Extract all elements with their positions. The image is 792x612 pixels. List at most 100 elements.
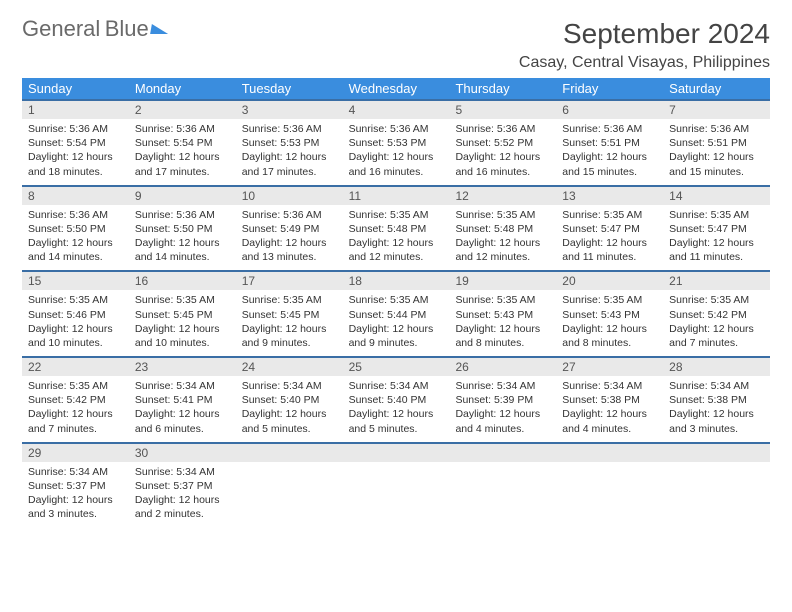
weekday-header: Friday — [556, 78, 663, 99]
daylight-line: Daylight: 12 hours and 17 minutes. — [135, 150, 230, 178]
day-number-row: 1234567 — [22, 99, 770, 119]
month-title: September 2024 — [519, 18, 770, 50]
sunrise-line: Sunrise: 5:35 AM — [349, 293, 444, 307]
day-number: 19 — [449, 272, 556, 290]
sunrise-line: Sunrise: 5:34 AM — [135, 379, 230, 393]
sunset-line: Sunset: 5:53 PM — [349, 136, 444, 150]
sunrise-line: Sunrise: 5:35 AM — [562, 208, 657, 222]
weekday-header: Sunday — [22, 78, 129, 99]
sunset-line: Sunset: 5:40 PM — [349, 393, 444, 407]
header: General Blue September 2024 Casay, Centr… — [22, 18, 770, 72]
sunset-line: Sunset: 5:48 PM — [455, 222, 550, 236]
day-cell: Sunrise: 5:35 AMSunset: 5:47 PMDaylight:… — [556, 205, 663, 271]
day-cell: Sunrise: 5:36 AMSunset: 5:54 PMDaylight:… — [129, 119, 236, 185]
day-cell: Sunrise: 5:36 AMSunset: 5:53 PMDaylight:… — [343, 119, 450, 185]
sunrise-line: Sunrise: 5:35 AM — [28, 293, 123, 307]
sunset-line: Sunset: 5:53 PM — [242, 136, 337, 150]
daylight-line: Daylight: 12 hours and 16 minutes. — [455, 150, 550, 178]
daylight-line: Daylight: 12 hours and 2 minutes. — [135, 493, 230, 521]
day-info-row: Sunrise: 5:34 AMSunset: 5:37 PMDaylight:… — [22, 462, 770, 528]
day-number: 27 — [556, 358, 663, 376]
day-cell: Sunrise: 5:36 AMSunset: 5:52 PMDaylight:… — [449, 119, 556, 185]
day-number — [343, 444, 450, 462]
weekday-header: Monday — [129, 78, 236, 99]
sunrise-line: Sunrise: 5:34 AM — [135, 465, 230, 479]
sunrise-line: Sunrise: 5:34 AM — [28, 465, 123, 479]
title-block: September 2024 Casay, Central Visayas, P… — [519, 18, 770, 72]
day-number: 4 — [343, 101, 450, 119]
brand-word1: General — [22, 16, 100, 41]
sunrise-line: Sunrise: 5:36 AM — [28, 208, 123, 222]
day-cell: Sunrise: 5:34 AMSunset: 5:38 PMDaylight:… — [663, 376, 770, 442]
sunrise-line: Sunrise: 5:34 AM — [349, 379, 444, 393]
sunrise-line: Sunrise: 5:34 AM — [669, 379, 764, 393]
day-number: 7 — [663, 101, 770, 119]
sunset-line: Sunset: 5:49 PM — [242, 222, 337, 236]
sunrise-line: Sunrise: 5:35 AM — [135, 293, 230, 307]
day-cell: Sunrise: 5:35 AMSunset: 5:42 PMDaylight:… — [22, 376, 129, 442]
day-cell: Sunrise: 5:34 AMSunset: 5:40 PMDaylight:… — [236, 376, 343, 442]
sunset-line: Sunset: 5:46 PM — [28, 308, 123, 322]
sunset-line: Sunset: 5:37 PM — [28, 479, 123, 493]
day-cell: Sunrise: 5:35 AMSunset: 5:42 PMDaylight:… — [663, 290, 770, 356]
daylight-line: Daylight: 12 hours and 13 minutes. — [242, 236, 337, 264]
sunset-line: Sunset: 5:44 PM — [349, 308, 444, 322]
day-number: 11 — [343, 187, 450, 205]
day-cell: Sunrise: 5:34 AMSunset: 5:37 PMDaylight:… — [22, 462, 129, 528]
daylight-line: Daylight: 12 hours and 10 minutes. — [135, 322, 230, 350]
day-number: 6 — [556, 101, 663, 119]
day-info-row: Sunrise: 5:36 AMSunset: 5:50 PMDaylight:… — [22, 205, 770, 271]
daylight-line: Daylight: 12 hours and 5 minutes. — [349, 407, 444, 435]
day-cell: Sunrise: 5:36 AMSunset: 5:50 PMDaylight:… — [129, 205, 236, 271]
sunset-line: Sunset: 5:51 PM — [669, 136, 764, 150]
day-cell: Sunrise: 5:36 AMSunset: 5:53 PMDaylight:… — [236, 119, 343, 185]
day-number-row: 15161718192021 — [22, 270, 770, 290]
sunset-line: Sunset: 5:37 PM — [135, 479, 230, 493]
daylight-line: Daylight: 12 hours and 17 minutes. — [242, 150, 337, 178]
day-number: 2 — [129, 101, 236, 119]
daylight-line: Daylight: 12 hours and 12 minutes. — [455, 236, 550, 264]
daylight-line: Daylight: 12 hours and 11 minutes. — [669, 236, 764, 264]
sunrise-line: Sunrise: 5:35 AM — [669, 293, 764, 307]
weekday-header: Tuesday — [236, 78, 343, 99]
daylight-line: Daylight: 12 hours and 10 minutes. — [28, 322, 123, 350]
day-cell: Sunrise: 5:34 AMSunset: 5:37 PMDaylight:… — [129, 462, 236, 528]
day-number: 22 — [22, 358, 129, 376]
day-cell: Sunrise: 5:35 AMSunset: 5:43 PMDaylight:… — [556, 290, 663, 356]
sunset-line: Sunset: 5:42 PM — [28, 393, 123, 407]
day-number: 13 — [556, 187, 663, 205]
day-info-row: Sunrise: 5:35 AMSunset: 5:42 PM Daylight:… — [22, 376, 770, 442]
daylight-line: Daylight: 12 hours and 14 minutes. — [135, 236, 230, 264]
day-cell: Sunrise: 5:36 AMSunset: 5:54 PMDaylight:… — [22, 119, 129, 185]
sunrise-line: Sunrise: 5:36 AM — [242, 122, 337, 136]
sunset-line: Sunset: 5:38 PM — [562, 393, 657, 407]
sunset-line: Sunset: 5:40 PM — [242, 393, 337, 407]
day-number-row: 2930 — [22, 442, 770, 462]
sunrise-line: Sunrise: 5:34 AM — [455, 379, 550, 393]
location-subtitle: Casay, Central Visayas, Philippines — [519, 54, 770, 72]
daylight-line: Daylight: 12 hours and 9 minutes. — [242, 322, 337, 350]
day-number-row: 22232425262728 — [22, 356, 770, 376]
day-cell: Sunrise: 5:36 AMSunset: 5:49 PMDaylight:… — [236, 205, 343, 271]
day-number: 12 — [449, 187, 556, 205]
day-cell: Sunrise: 5:35 AMSunset: 5:45 PMDaylight:… — [236, 290, 343, 356]
day-info-row: Sunrise: 5:35 AMSunset: 5:46 PMDaylight:… — [22, 290, 770, 356]
day-cell: Sunrise: 5:34 AMSunset: 5:40 PMDaylight:… — [343, 376, 450, 442]
day-number: 14 — [663, 187, 770, 205]
day-cell: Sunrise: 5:36 AMSunset: 5:51 PMDaylight:… — [663, 119, 770, 185]
daylight-line: Daylight: 12 hours and 12 minutes. — [349, 236, 444, 264]
day-cell: Sunrise: 5:35 AMSunset: 5:43 PMDaylight:… — [449, 290, 556, 356]
brand-logo: General Blue — [22, 18, 169, 41]
sunrise-line: Sunrise: 5:35 AM — [349, 208, 444, 222]
sunset-line: Sunset: 5:50 PM — [135, 222, 230, 236]
sunrise-line: Sunrise: 5:36 AM — [135, 208, 230, 222]
daylight-line: Daylight: 12 hours and 5 minutes. — [242, 407, 337, 435]
day-number: 23 — [129, 358, 236, 376]
daylight-line: Daylight: 12 hours and 4 minutes. — [455, 407, 550, 435]
daylight-line: Daylight: 12 hours and 8 minutes. — [562, 322, 657, 350]
brand-triangle-icon — [150, 24, 170, 34]
day-cell: Sunrise: 5:36 AMSunset: 5:50 PMDaylight:… — [22, 205, 129, 271]
sunrise-line: Sunrise: 5:35 AM — [28, 379, 123, 393]
sunrise-line: Sunrise: 5:35 AM — [455, 293, 550, 307]
sunrise-line: Sunrise: 5:36 AM — [669, 122, 764, 136]
